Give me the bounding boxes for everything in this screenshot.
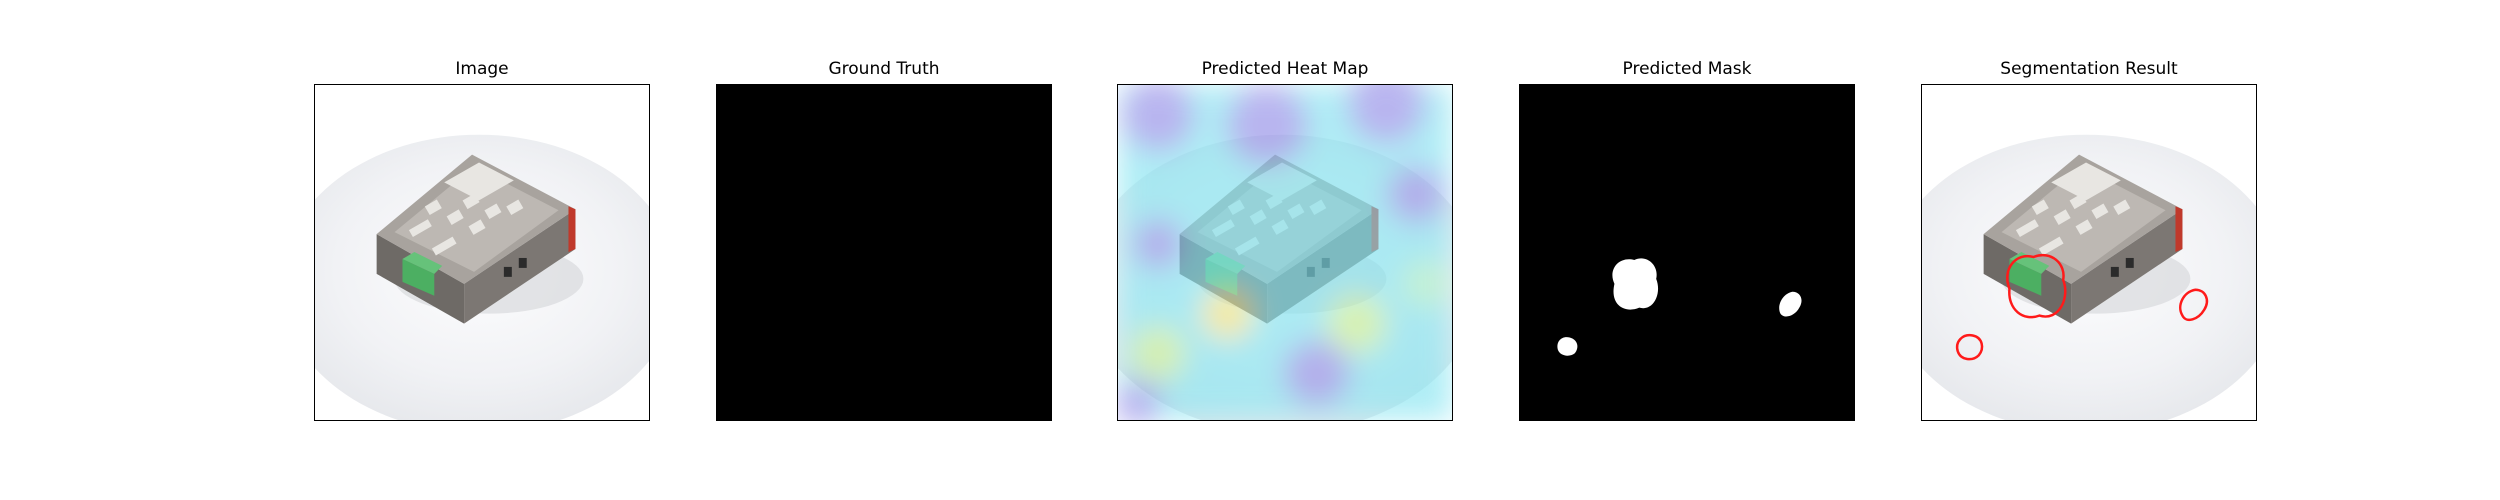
contour-right [2179, 288, 2209, 322]
mask-blob-center [1612, 258, 1659, 310]
contour-center [2006, 254, 2067, 319]
image-panel [314, 84, 650, 421]
device-photo [315, 85, 649, 420]
segmentation-result-panel [1921, 84, 2257, 421]
predicted-mask-panel [1519, 84, 1855, 421]
panel-title-ground-truth: Ground Truth [828, 59, 940, 79]
mask-blob-right [1779, 291, 1802, 317]
ground-truth-panel [716, 84, 1052, 421]
heat-map-panel [1117, 84, 1453, 421]
panel-title-image: Image [455, 59, 509, 79]
panel-title-mask: Predicted Mask [1622, 59, 1752, 79]
predicted-mask [1520, 85, 1854, 420]
panel-title-heat-map: Predicted Heat Map [1201, 59, 1369, 79]
segmentation-result [1922, 85, 2256, 420]
contour-left [1955, 333, 1984, 361]
ground-truth-mask [717, 85, 1051, 420]
panel-title-segmentation: Segmentation Result [2000, 59, 2178, 79]
heat-map [1118, 85, 1452, 420]
mask-blob-left [1557, 337, 1578, 356]
